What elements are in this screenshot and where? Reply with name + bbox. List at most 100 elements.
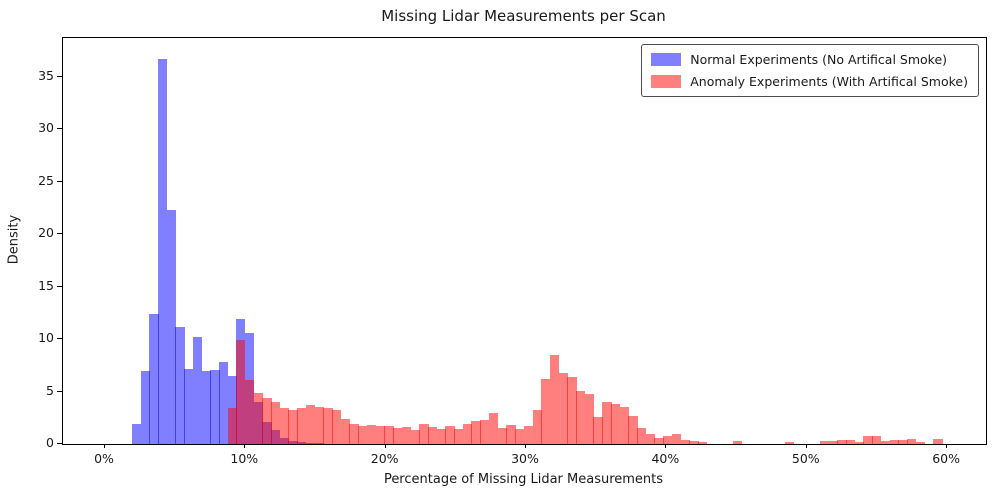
histogram-bar-anomaly bbox=[358, 426, 368, 444]
histogram-bar-anomaly bbox=[549, 354, 560, 444]
y-tick-mark bbox=[57, 285, 62, 287]
histogram-bar-anomaly bbox=[366, 425, 377, 444]
y-axis-label: Density bbox=[6, 214, 22, 265]
histogram-bar-anomaly bbox=[480, 419, 490, 444]
y-tick-mark bbox=[57, 233, 62, 235]
x-tick-label: 60% bbox=[932, 451, 960, 466]
y-tick-label: 20 bbox=[38, 225, 54, 241]
histogram-bar-anomaly bbox=[305, 405, 316, 444]
histogram-bar-anomaly bbox=[471, 420, 481, 444]
histogram-bar-anomaly bbox=[654, 437, 664, 444]
plot-area: Normal Experiments (No Artifical Smoke) A… bbox=[62, 37, 987, 445]
legend-patch-normal bbox=[651, 53, 682, 66]
y-tick-label: 0 bbox=[46, 435, 54, 450]
x-tick-label: 50% bbox=[791, 451, 820, 466]
x-tick-label: 0% bbox=[94, 451, 114, 466]
histogram-bar-anomaly bbox=[732, 440, 743, 444]
histogram-bar-anomaly bbox=[680, 439, 690, 444]
histogram-bar-anomaly bbox=[872, 435, 882, 444]
histogram-bar-normal bbox=[210, 369, 220, 444]
histogram-bar-normal bbox=[131, 423, 142, 444]
histogram-bar-anomaly bbox=[288, 410, 298, 444]
histogram-bar-normal bbox=[149, 313, 159, 444]
histogram-bar-anomaly bbox=[889, 440, 899, 444]
histogram-bar-anomaly bbox=[532, 410, 542, 444]
histogram-bar-anomaly bbox=[236, 340, 246, 444]
histogram-bar-anomaly bbox=[567, 376, 577, 444]
histogram-bar-anomaly bbox=[506, 425, 516, 444]
histogram-bar-anomaly bbox=[401, 427, 411, 444]
y-tick-label: 10 bbox=[38, 330, 54, 346]
histogram-bar-anomaly bbox=[297, 408, 307, 444]
histogram-bar-anomaly bbox=[244, 380, 255, 444]
x-axis-label: Percentage of Missing Lidar Measurements bbox=[383, 472, 664, 487]
histogram-bar-anomaly bbox=[419, 424, 429, 444]
histogram-bar-anomaly bbox=[375, 426, 385, 444]
histogram-bar-anomaly bbox=[602, 402, 612, 444]
x-tick-mark bbox=[525, 444, 526, 448]
histogram-bar-anomaly bbox=[262, 397, 272, 444]
histogram-bar-anomaly bbox=[828, 440, 838, 444]
histogram-bar-anomaly bbox=[689, 440, 699, 444]
x-tick-label: 10% bbox=[230, 451, 259, 466]
chart-title: Missing Lidar Measurements per Scan bbox=[381, 7, 666, 25]
histogram-bar-anomaly bbox=[436, 429, 446, 444]
y-tick-label: 30 bbox=[38, 120, 54, 136]
histogram-bar-anomaly bbox=[227, 408, 237, 444]
histogram-bar-anomaly bbox=[541, 379, 551, 444]
histogram-bar-normal bbox=[218, 362, 229, 444]
y-tick-mark bbox=[57, 390, 62, 392]
histogram-bar-anomaly bbox=[488, 412, 499, 444]
histogram-bar-normal bbox=[184, 368, 194, 444]
histogram-bar-anomaly bbox=[410, 430, 420, 444]
x-tick-label: 40% bbox=[651, 451, 680, 466]
histogram-bar-anomaly bbox=[819, 440, 830, 444]
histogram-bar-anomaly bbox=[637, 428, 647, 444]
x-tick-mark bbox=[244, 444, 246, 448]
x-tick-label: 30% bbox=[511, 451, 539, 466]
histogram-bar-anomaly bbox=[314, 407, 324, 444]
x-tick-mark bbox=[665, 444, 667, 448]
histogram-bar-anomaly bbox=[462, 424, 473, 444]
histogram-bar-anomaly bbox=[427, 427, 438, 444]
histogram-bar-anomaly bbox=[671, 433, 682, 444]
histogram-bar-anomaly bbox=[392, 428, 403, 444]
histogram-bar-normal bbox=[166, 210, 177, 444]
histogram-bar-anomaly bbox=[837, 440, 847, 444]
histogram-bar-anomaly bbox=[454, 429, 464, 444]
histogram-bar-anomaly bbox=[854, 441, 865, 444]
histogram-bar-normal bbox=[140, 370, 150, 444]
histogram-bar-anomaly bbox=[785, 441, 795, 444]
y-tick-label: 15 bbox=[38, 277, 54, 293]
histogram-bar-anomaly bbox=[584, 393, 594, 444]
histogram-bar-anomaly bbox=[915, 441, 926, 444]
legend-row: Normal Experiments (No Artifical Smoke) bbox=[651, 52, 968, 67]
x-tick-mark bbox=[805, 444, 807, 448]
legend-patch-anomaly bbox=[651, 75, 682, 88]
histogram-bar-anomaly bbox=[933, 439, 943, 444]
histogram-bar-normal bbox=[158, 59, 168, 444]
histogram-bar-anomaly bbox=[349, 424, 359, 444]
histogram-bar-anomaly bbox=[576, 390, 586, 444]
histogram-bar-anomaly bbox=[497, 428, 507, 444]
histogram-bar-anomaly bbox=[619, 407, 629, 444]
x-tick-label: 20% bbox=[370, 451, 399, 466]
histogram-bar-anomaly bbox=[384, 426, 394, 444]
y-tick-label: 35 bbox=[38, 68, 54, 83]
histogram-bar-anomaly bbox=[906, 439, 917, 444]
histogram-bar-normal bbox=[175, 326, 185, 444]
histogram-bar-normal bbox=[192, 337, 203, 444]
histogram-bar-anomaly bbox=[558, 372, 568, 444]
y-tick-mark bbox=[57, 128, 62, 130]
x-tick-mark bbox=[104, 444, 105, 448]
y-tick-label: 5 bbox=[46, 382, 54, 398]
histogram-bar-anomaly bbox=[880, 440, 891, 444]
histogram-bar-anomaly bbox=[593, 416, 603, 444]
legend: Normal Experiments (No Artifical Smoke) A… bbox=[641, 44, 979, 97]
legend-row: Anomaly Experiments (With Artifical Smok… bbox=[651, 74, 968, 89]
histogram-bar-anomaly bbox=[340, 418, 351, 444]
y-tick-mark bbox=[57, 443, 62, 444]
histogram-bar-anomaly bbox=[610, 404, 621, 444]
histogram-bar-anomaly bbox=[323, 408, 333, 444]
